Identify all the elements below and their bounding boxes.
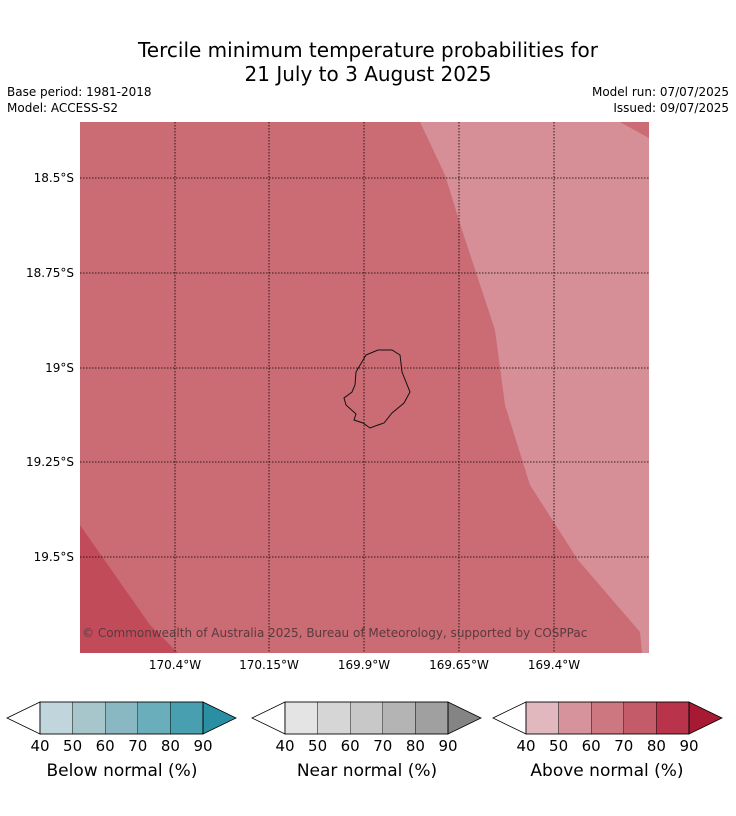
title-line-1: Tercile minimum temperature probabilitie… — [137, 38, 599, 62]
colorbar-segment — [382, 701, 416, 735]
lat-tick-label: 19.5°S — [34, 550, 74, 564]
model-run-text: Model run: 07/07/2025 — [591, 85, 729, 99]
colorbar-tick-label: 80 — [161, 737, 180, 755]
lat-tick-label: 19°S — [45, 361, 74, 375]
map-panel[interactable]: © Commonwealth of Australia 2025, Bureau… — [80, 122, 649, 653]
colorbar-tick-label: 40 — [275, 737, 294, 755]
colorbar-tick-label: 90 — [679, 737, 698, 755]
below-normal-label: Below normal (%) — [46, 761, 198, 781]
colorbar-extension-high — [202, 701, 237, 735]
colorbar-segment — [558, 701, 592, 735]
lat-tick-label: 18.75°S — [26, 266, 74, 280]
colorbar-segment — [284, 701, 318, 735]
colorbar-extension-low — [6, 701, 41, 735]
colorbar-segment — [415, 701, 449, 735]
colorbar-tick-label: 90 — [438, 737, 457, 755]
title-line-2: 21 July to 3 August 2025 — [244, 62, 492, 86]
copyright-text: © Commonwealth of Australia 2025, Bureau… — [82, 626, 587, 640]
colorbar-outline — [525, 701, 690, 735]
colorbar-segment — [72, 701, 106, 735]
lat-tick-label: 18.5°S — [34, 171, 74, 185]
near-normal-label: Near normal (%) — [296, 761, 438, 781]
region-above-50 — [420, 122, 649, 653]
colorbar-tick-label: 90 — [193, 737, 212, 755]
region-above-70 — [80, 525, 178, 653]
colorbar-legends: 40 50 60 70 80 90 40 50 60 70 80 90 40 50 60 70 80 90 — [6, 701, 723, 755]
colorbar-1: 40 50 60 70 80 90 — [251, 701, 482, 755]
lon-tick-labels: 170.4°W 170.15°W 169.9°W 169.65°W 169.4°… — [149, 658, 580, 672]
colorbar-tick-label: 70 — [373, 737, 392, 755]
lat-tick-label: 19.25°S — [26, 455, 74, 469]
above-normal-label: Above normal (%) — [530, 761, 684, 781]
lon-tick-label: 169.4°W — [528, 658, 580, 672]
colorbar-tick-label: 50 — [308, 737, 327, 755]
colorbar-segment — [591, 701, 625, 735]
meta-left: Base period: 1981-2018 Model: ACCESS-S2 — [7, 84, 152, 116]
colorbar-tick-label: 70 — [614, 737, 633, 755]
colorbar-extension-high — [688, 701, 723, 735]
colorbar-extension-low — [492, 701, 527, 735]
lat-tick-labels: 18.5°S 18.75°S 19°S 19.25°S 19.5°S — [26, 171, 74, 564]
colorbar-segment — [525, 701, 559, 735]
colorbar-segment — [317, 701, 351, 735]
lon-tick-label: 170.15°W — [239, 658, 299, 672]
model-text: Model: ACCESS-S2 — [7, 101, 119, 115]
colorbar-outline — [284, 701, 449, 735]
niue-island-outline — [343, 349, 411, 429]
colorbar-tick-label: 80 — [406, 737, 425, 755]
colorbar-segment — [656, 701, 690, 735]
region-above-60-corner — [620, 122, 649, 138]
map-title: Tercile minimum temperature probabilitie… — [0, 38, 736, 86]
colorbar-segment — [104, 701, 138, 735]
meta-right: Model run: 07/07/2025 Issued: 09/07/2025 — [592, 84, 729, 116]
issued-text: Issued: 09/07/2025 — [613, 101, 729, 115]
colorbar-tick-label: 40 — [30, 737, 49, 755]
colorbar-2: 40 50 60 70 80 90 — [492, 701, 723, 755]
colorbar-tick-label: 40 — [516, 737, 535, 755]
colorbar-tick-label: 80 — [647, 737, 666, 755]
colorbar-tick-label: 50 — [63, 737, 82, 755]
lon-tick-label: 169.65°W — [429, 658, 489, 672]
colorbar-outline — [39, 701, 204, 735]
colorbar-tick-label: 60 — [96, 737, 115, 755]
lon-tick-label: 169.9°W — [338, 658, 390, 672]
colorbar-tick-label: 60 — [341, 737, 360, 755]
colorbar-tick-label: 70 — [128, 737, 147, 755]
graticule — [80, 122, 649, 653]
base-period-text: Base period: 1981-2018 — [7, 85, 152, 99]
lon-tick-label: 170.4°W — [149, 658, 201, 672]
colorbar-segment — [170, 701, 204, 735]
colorbar-tick-label: 50 — [549, 737, 568, 755]
colorbar-extension-low — [251, 701, 286, 735]
colorbar-segment — [623, 701, 657, 735]
colorbar-tick-label: 60 — [582, 737, 601, 755]
colorbar-segment — [137, 701, 171, 735]
colorbar-segment — [350, 701, 384, 735]
colorbar-segment — [39, 701, 73, 735]
colorbar-extension-high — [447, 701, 482, 735]
colorbar-0: 40 50 60 70 80 90 — [6, 701, 237, 755]
